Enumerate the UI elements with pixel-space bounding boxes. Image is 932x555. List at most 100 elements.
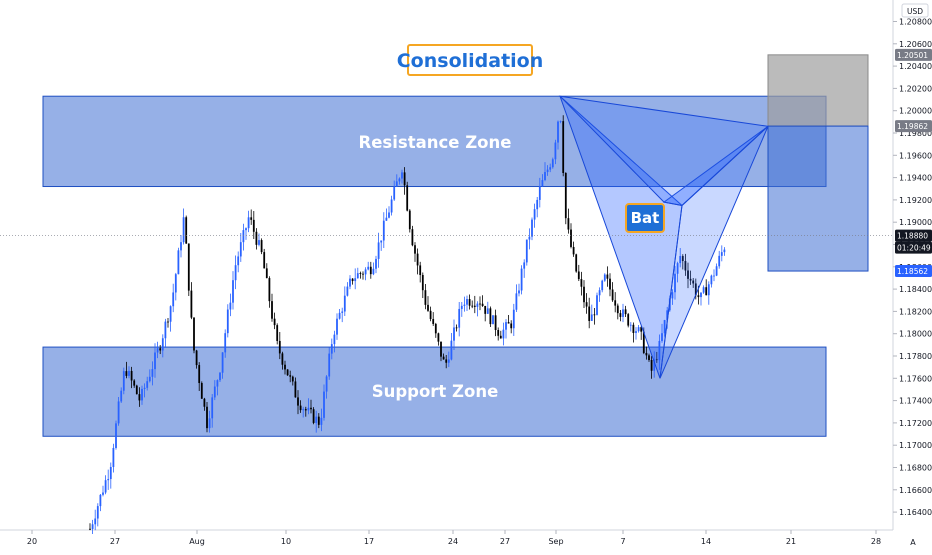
candle-body[interactable] [281, 353, 284, 365]
candle-body[interactable] [531, 219, 533, 237]
candle-body[interactable] [94, 518, 97, 525]
candle-body[interactable] [689, 278, 692, 281]
candle-body[interactable] [380, 240, 383, 243]
candle-body[interactable] [575, 254, 578, 272]
candle-body[interactable] [393, 186, 396, 200]
candle-body[interactable] [312, 409, 315, 423]
candle-body[interactable] [554, 142, 557, 160]
candle-body[interactable] [239, 242, 242, 257]
candle-body[interactable] [89, 528, 91, 530]
candle-body[interactable] [317, 416, 320, 425]
candle-body[interactable] [486, 308, 489, 314]
candle-body[interactable] [203, 398, 206, 407]
candle-body[interactable] [635, 331, 637, 333]
candle-body[interactable] [362, 273, 364, 275]
candle-body[interactable] [102, 492, 104, 495]
candle-body[interactable] [666, 310, 669, 321]
candle-body[interactable] [432, 319, 435, 324]
candle-body[interactable] [502, 329, 505, 339]
candle-body[interactable] [258, 240, 260, 245]
candle-body[interactable] [528, 236, 531, 240]
candle-body[interactable] [330, 344, 333, 354]
candle-body[interactable] [640, 327, 643, 332]
candle-body[interactable] [276, 325, 279, 341]
candle-body[interactable] [398, 178, 401, 182]
candle-body[interactable] [463, 304, 466, 306]
candle-body[interactable] [120, 390, 123, 402]
candle-body[interactable] [676, 263, 679, 274]
candle-body[interactable] [406, 185, 409, 211]
stop-loss-box[interactable] [767, 54, 869, 127]
candle-body[interactable] [700, 292, 702, 298]
candle-body[interactable] [658, 340, 661, 361]
candle-body[interactable] [564, 172, 567, 219]
candle-body[interactable] [190, 290, 193, 318]
candle-body[interactable] [692, 280, 695, 284]
candle-body[interactable] [494, 315, 497, 330]
candle-body[interactable] [460, 305, 463, 309]
candle-body[interactable] [702, 287, 705, 293]
candle-body[interactable] [609, 278, 611, 290]
candle-body[interactable] [705, 287, 708, 296]
zone-resistance[interactable] [42, 95, 827, 188]
candle-body[interactable] [390, 199, 393, 213]
candle-body[interactable] [333, 334, 336, 345]
candle-body[interactable] [385, 217, 388, 221]
candle-body[interactable] [91, 524, 94, 529]
candle-body[interactable] [242, 230, 245, 243]
candle-body[interactable] [346, 286, 349, 296]
candle-body[interactable] [341, 311, 344, 313]
candle-body[interactable] [567, 218, 570, 230]
candle-body[interactable] [544, 172, 546, 181]
currency-box[interactable] [901, 3, 929, 18]
candle-body[interactable] [265, 268, 268, 279]
candle-body[interactable] [632, 324, 635, 333]
candle-body[interactable] [336, 318, 338, 335]
candle-body[interactable] [219, 372, 221, 381]
candle-body[interactable] [359, 273, 362, 274]
candle-body[interactable] [648, 355, 650, 361]
candle-body[interactable] [159, 348, 162, 351]
candle-body[interactable] [663, 320, 666, 334]
candle-body[interactable] [572, 246, 575, 255]
candle-body[interactable] [637, 327, 640, 332]
candle-body[interactable] [356, 273, 359, 279]
candle-body[interactable] [141, 388, 143, 401]
candle-body[interactable] [229, 302, 232, 310]
candle-body[interactable] [213, 386, 216, 398]
candle-body[interactable] [395, 181, 398, 187]
candle-body[interactable] [718, 255, 721, 267]
candle-body[interactable] [401, 172, 403, 179]
candle-body[interactable] [104, 480, 107, 493]
candle-body[interactable] [681, 256, 684, 262]
candle-body[interactable] [512, 309, 515, 329]
candle-body[interactable] [497, 329, 500, 336]
candle-body[interactable] [458, 308, 461, 328]
candle-body[interactable] [429, 310, 432, 320]
candle-body[interactable] [710, 275, 713, 285]
take-profit-box[interactable] [767, 125, 869, 272]
candle-body[interactable] [278, 340, 281, 354]
candle-body[interactable] [234, 265, 237, 281]
candle-body[interactable] [117, 401, 120, 424]
candle-body[interactable] [169, 306, 172, 322]
candle-body[interactable] [679, 256, 682, 264]
candle-body[interactable] [289, 375, 292, 377]
candle-body[interactable] [112, 447, 115, 467]
candle-body[interactable] [320, 417, 323, 425]
candle-body[interactable] [250, 217, 253, 220]
candle-body[interactable] [351, 278, 354, 282]
candle-body[interactable] [419, 265, 422, 276]
candle-body[interactable] [650, 360, 653, 371]
candle-body[interactable] [174, 274, 177, 293]
candle-body[interactable] [304, 409, 307, 411]
candle-body[interactable] [694, 283, 697, 296]
candle-body[interactable] [408, 210, 411, 230]
candle-body[interactable] [284, 364, 286, 370]
candle-body[interactable] [138, 394, 141, 401]
candle-body[interactable] [437, 333, 440, 342]
candle-body[interactable] [232, 280, 234, 303]
candle-body[interactable] [603, 274, 606, 281]
candle-body[interactable] [533, 209, 536, 220]
candle-body[interactable] [372, 268, 375, 275]
